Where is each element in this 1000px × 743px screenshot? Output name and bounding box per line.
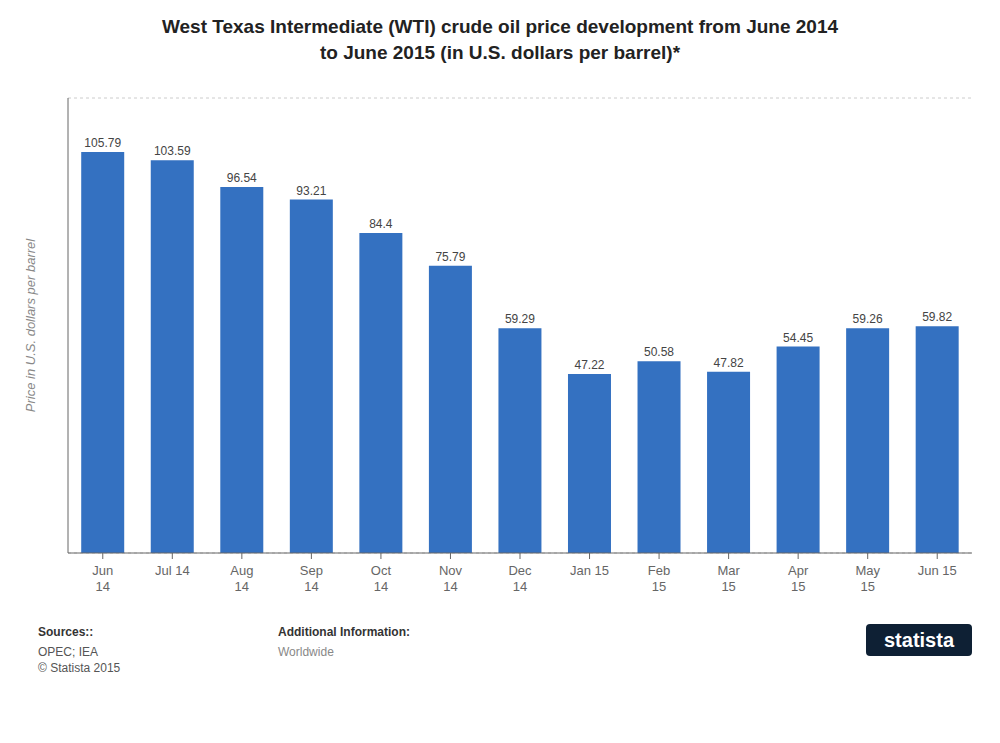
svg-text:Dec14: Dec14 (508, 563, 532, 594)
svg-text:Jul 14: Jul 14 (155, 563, 190, 578)
html-text:OPEC; IEA: OPEC; IEA (38, 645, 98, 659)
svg-text:Nov14: Nov14 (439, 563, 463, 594)
svg-text:Jan 15: Jan 15 (570, 563, 609, 578)
svg-text:Apr15: Apr15 (788, 563, 809, 594)
svg-text:Jun14: Jun14 (92, 563, 113, 594)
svg-text:May15: May15 (855, 563, 880, 594)
html-text:Additional Information:: Additional Information: (278, 625, 410, 639)
svg-text:Aug14: Aug14 (230, 563, 253, 594)
html-text:statista: statista (884, 629, 954, 651)
svg-text:59.29: 59.29 (505, 312, 535, 326)
html-text:to June 2015 (in U.S. dollars: to June 2015 (in U.S. dollars per barrel… (320, 42, 680, 63)
svg-text:59.26: 59.26 (853, 312, 883, 326)
svg-text:Feb15: Feb15 (648, 563, 670, 594)
svg-text:105.79: 105.79 (84, 136, 121, 150)
svg-text:59.82: 59.82 (922, 310, 952, 324)
svg-text:103.59: 103.59 (154, 144, 191, 158)
html-text:Sources::: Sources:: (38, 625, 94, 639)
svg-text:Sep14: Sep14 (300, 563, 323, 594)
html-text:© Statista 2015: © Statista 2015 (38, 661, 121, 675)
svg-text:54.45: 54.45 (783, 331, 813, 345)
svg-text:Mar15: Mar15 (717, 563, 740, 594)
svg-text:93.21: 93.21 (296, 184, 326, 198)
svg-text:Price in U.S. dollars per barr: Price in U.S. dollars per barrel (23, 238, 38, 413)
svg-text:84.4: 84.4 (369, 217, 393, 231)
svg-text:47.22: 47.22 (574, 358, 604, 372)
svg-text:47.82: 47.82 (714, 356, 744, 370)
svg-text:Oct14: Oct14 (371, 563, 392, 594)
svg-text:Jun 15: Jun 15 (918, 563, 957, 578)
html-text:West Texas Intermediate (WTI): West Texas Intermediate (WTI) crude oil … (161, 16, 838, 37)
html-text:Worldwide: Worldwide (278, 645, 334, 659)
svg-text:75.79: 75.79 (435, 250, 465, 264)
svg-text:50.58: 50.58 (644, 345, 674, 359)
svg-text:96.54: 96.54 (227, 171, 257, 185)
